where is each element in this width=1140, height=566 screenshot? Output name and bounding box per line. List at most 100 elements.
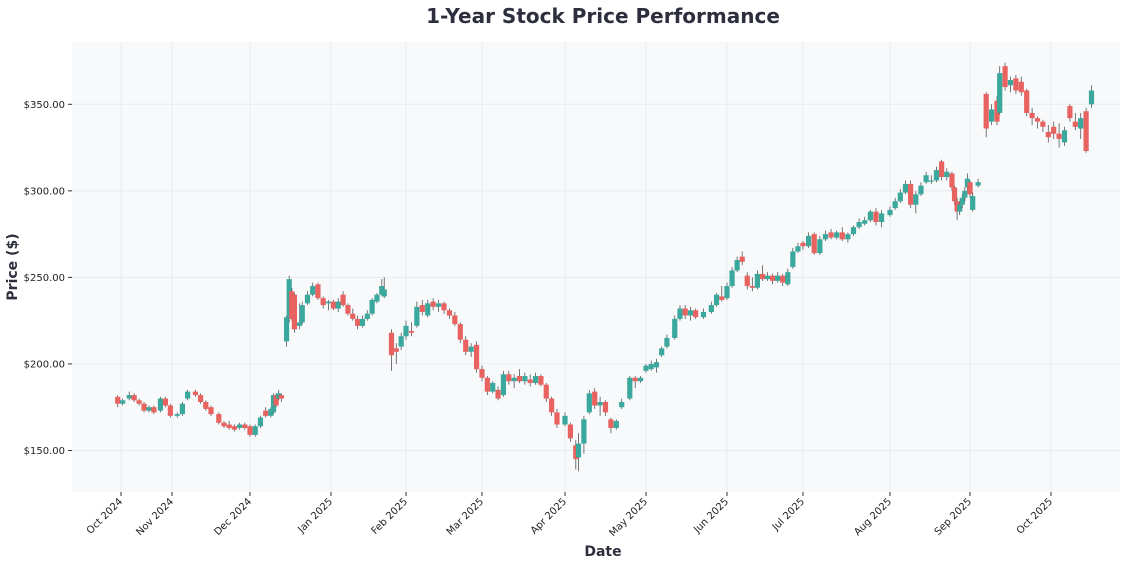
candle-body <box>939 161 945 177</box>
candle-body <box>970 196 976 210</box>
candle <box>983 92 989 138</box>
candle-body <box>828 232 834 238</box>
candle <box>619 398 625 409</box>
candle-body <box>1029 112 1035 119</box>
candle <box>1002 62 1008 91</box>
candle-body <box>719 296 725 300</box>
candle-body <box>1013 78 1019 91</box>
x-axis-label: Date <box>584 544 621 560</box>
candle <box>892 197 898 210</box>
candle-body <box>1078 118 1084 129</box>
candle-body <box>299 305 305 323</box>
candle-body <box>495 389 501 399</box>
candle <box>828 228 834 240</box>
candle-body <box>141 403 147 411</box>
candle-body <box>592 391 598 406</box>
candle <box>1024 88 1030 117</box>
candle <box>1045 125 1051 143</box>
candle-body <box>627 377 633 399</box>
candle-body <box>226 424 232 428</box>
candle <box>873 208 879 226</box>
candle <box>613 419 619 430</box>
candle-body <box>374 294 380 302</box>
candle <box>247 424 253 437</box>
candle-body <box>739 256 745 262</box>
candle-body <box>700 312 707 318</box>
candle <box>693 308 699 319</box>
candle <box>1056 123 1062 148</box>
candle-body <box>554 412 560 425</box>
candle-body <box>414 306 420 326</box>
candle <box>744 272 750 290</box>
candle-body <box>677 308 683 319</box>
candle-body <box>839 232 845 240</box>
candle-body <box>902 183 909 193</box>
y-tick-label: $350.00 <box>24 100 65 111</box>
candle <box>141 402 147 413</box>
candle <box>263 407 269 418</box>
candle-body <box>975 182 981 186</box>
candle <box>918 182 924 197</box>
candle <box>335 298 341 312</box>
candle <box>231 424 237 432</box>
candle-body <box>115 396 121 404</box>
candle-body <box>862 220 868 224</box>
candle-body <box>276 393 282 399</box>
candle-body <box>928 180 934 182</box>
candle-body <box>913 194 919 205</box>
candle <box>242 422 248 430</box>
candle-body <box>834 232 840 238</box>
candle-body <box>693 310 699 318</box>
candle <box>393 343 399 364</box>
candle-body <box>167 405 173 416</box>
candle-body <box>586 393 592 413</box>
candle-body <box>632 377 638 382</box>
candle-body <box>268 408 274 416</box>
candle-body <box>770 275 776 281</box>
candle-body <box>1072 121 1078 127</box>
candle <box>350 308 356 321</box>
candle <box>532 372 539 385</box>
candle-body <box>355 318 361 326</box>
candle-body <box>151 407 157 413</box>
candle-body <box>850 227 857 235</box>
candle-body <box>672 318 678 338</box>
candle-body <box>729 270 735 287</box>
candle <box>923 171 929 184</box>
candle <box>817 235 823 255</box>
candle-body <box>263 410 269 416</box>
candle <box>944 168 950 181</box>
candle <box>567 422 573 442</box>
candle <box>897 189 903 203</box>
candle-body <box>581 419 587 444</box>
candle <box>291 292 298 333</box>
candle-body <box>1051 126 1057 134</box>
candle-body <box>967 182 973 195</box>
candle-body <box>335 301 341 309</box>
candle <box>120 398 126 406</box>
candle <box>780 273 786 287</box>
x-tick-label: Oct 2024 <box>85 496 125 536</box>
candle-body <box>1088 90 1095 105</box>
candle <box>1088 85 1095 108</box>
candle <box>967 180 973 198</box>
candle <box>729 267 735 288</box>
candle <box>1083 107 1089 153</box>
candle-body <box>713 294 720 306</box>
candle <box>276 389 282 401</box>
candle-body <box>759 273 766 280</box>
candle <box>989 104 995 126</box>
candle <box>430 298 436 311</box>
candle <box>359 315 366 328</box>
candle-body <box>452 315 458 325</box>
candle <box>713 292 720 307</box>
candle <box>283 315 290 347</box>
candle <box>997 66 1003 115</box>
candle <box>237 422 243 430</box>
candle-body <box>257 417 264 427</box>
candle <box>734 256 740 273</box>
candle-body <box>845 234 851 240</box>
candle <box>473 341 480 373</box>
candle <box>602 400 609 416</box>
candle <box>419 299 425 316</box>
